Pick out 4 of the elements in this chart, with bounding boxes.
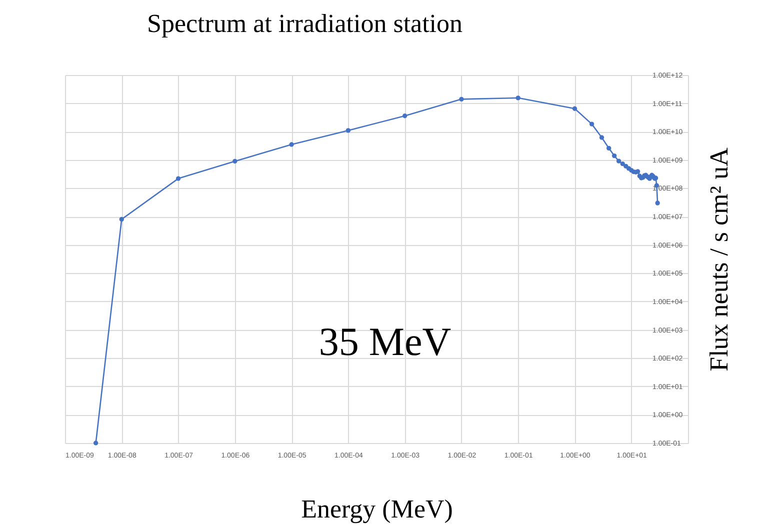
- x-axis-title: Energy (MeV): [301, 494, 453, 524]
- y-axis-title: Flux neuts / s cm² uA: [704, 147, 734, 372]
- annotation: 35 MeV: [318, 319, 452, 364]
- chart-title: Spectrum at irradiation station: [147, 9, 463, 38]
